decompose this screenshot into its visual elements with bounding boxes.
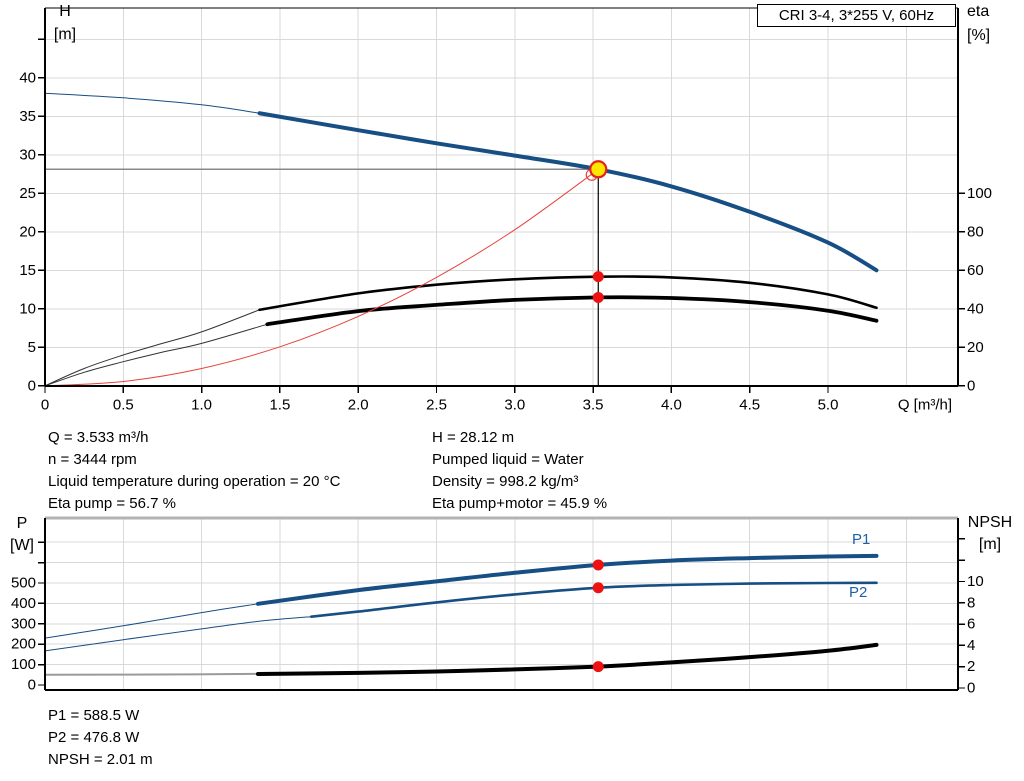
x-tick-label: 0 (41, 397, 49, 414)
left-tick-label: 100 (11, 656, 36, 673)
x-tick-label: 4.0 (661, 397, 682, 414)
x-tick-label: 0.5 (113, 397, 134, 414)
annotation-speed: n = 3444 rpm (48, 451, 137, 468)
p-axis-label: P (16, 515, 28, 532)
x-tick-label: 5.0 (818, 397, 839, 414)
right-tick-label: 100 (967, 185, 992, 202)
left-tick-label: 15 (19, 262, 36, 279)
p-axis-unit: [W] (10, 537, 34, 554)
left-tick-label: 300 (11, 615, 36, 632)
annotation-pumped-liquid: Pumped liquid = Water (432, 451, 584, 468)
left-tick-label: 500 (11, 575, 36, 592)
left-tick-label: 400 (11, 595, 36, 612)
duty-p2-dot (592, 582, 604, 594)
right-tick-label: 60 (967, 262, 984, 279)
annotation-liquid-temperature: Liquid temperature during operation = 20… (48, 473, 341, 490)
eta-pump-curve-thin (44, 309, 260, 387)
left-tick-label: 40 (19, 69, 36, 86)
p1-curve (255, 553, 879, 606)
right-tick-label: 4 (967, 637, 975, 654)
eta-axis-unit: [%] (967, 27, 991, 44)
pump-designation-box: CRI 3-4, 3*255 V, 60Hz (757, 4, 956, 27)
x-tick-label: 2.5 (426, 397, 447, 414)
duty-annotations-right: H = 28.12 m Pumped liquid = Water Densit… (432, 427, 607, 515)
x-axis-title: Q [m³/h] (898, 397, 952, 414)
left-tick-label: 25 (19, 185, 36, 202)
eta-axis-label: eta (967, 3, 990, 20)
duty-point-marker[interactable] (589, 160, 608, 179)
duty-eta-pump-motor-dot (592, 291, 604, 303)
annotation-density: Density = 998.2 kg/m³ (432, 473, 579, 490)
right-tick-label: 0 (967, 680, 975, 697)
annotation-p2: P2 = 476.8 W (48, 729, 140, 746)
x-tick-label: 3.0 (504, 397, 525, 414)
h-axis-unit: [m] (53, 26, 77, 43)
eta-pump-motor-curve-thin (44, 323, 268, 387)
right-tick-label: 20 (967, 339, 984, 356)
x-tick-label: 3.5 (583, 397, 604, 414)
x-tick-label: 2.0 (348, 397, 369, 414)
right-tick-label: 40 (967, 300, 984, 317)
right-tick-label: 8 (967, 594, 975, 611)
annotation-npsh: NPSH = 2.01 m (48, 751, 153, 768)
right-tick-label: 10 (967, 573, 984, 590)
left-tick-label: 5 (28, 339, 36, 356)
right-tick-label: 0 (967, 377, 975, 394)
duty-p1-dot (592, 559, 604, 571)
npsh-curve-thin (44, 672, 259, 676)
annotation-h: H = 28.12 m (432, 429, 515, 446)
eta-pump-motor-curve (265, 295, 879, 327)
p2-curve-thin (44, 616, 312, 652)
annotation-eta-pump: Eta pump = 56.7 % (48, 495, 176, 512)
p1-curve-label: P1 (852, 531, 871, 548)
left-tick-label: 10 (19, 300, 36, 317)
pump-curve-thin (44, 92, 260, 114)
system-curve (44, 168, 599, 387)
npsh-axis-label: NPSH (967, 514, 1013, 531)
duty-eta-pump-dot (592, 271, 604, 283)
duty-npsh-dot (592, 661, 604, 673)
p1-curve-thin (44, 603, 259, 639)
eta-pump-curve (258, 275, 878, 312)
left-tick-label: 0 (28, 677, 36, 694)
annotation-eta-pump-motor: Eta pump+motor = 45.9 % (432, 495, 608, 512)
duty-annotations-left: Q = 3.533 m³/h n = 3444 rpm Liquid tempe… (48, 427, 340, 515)
pump-designation-text: CRI 3-4, 3*255 V, 60Hz (778, 7, 935, 24)
left-tick-label: 35 (19, 108, 36, 125)
npsh-curve (255, 642, 879, 676)
result-annotations: P1 = 588.5 W P2 = 476.8 W NPSH = 2.01 m (48, 705, 153, 771)
right-tick-label: 2 (967, 658, 975, 675)
right-tick-label: 6 (967, 616, 975, 633)
right-tick-label: 80 (967, 223, 984, 240)
x-tick-label: 1.0 (191, 397, 212, 414)
annotation-p1: P1 = 588.5 W (48, 707, 140, 724)
x-tick-label: 4.5 (739, 397, 760, 414)
left-tick-label: 20 (19, 223, 36, 240)
p2-curve-label: P2 (849, 584, 868, 601)
left-tick-label: 200 (11, 636, 36, 653)
left-tick-label: 0 (28, 377, 36, 394)
x-tick-label: 1.5 (269, 397, 290, 414)
annotation-q: Q = 3.533 m³/h (48, 429, 149, 446)
npsh-axis-unit: [m] (978, 536, 1002, 553)
h-axis-label: H (59, 3, 71, 20)
left-tick-label: 30 (19, 146, 36, 163)
